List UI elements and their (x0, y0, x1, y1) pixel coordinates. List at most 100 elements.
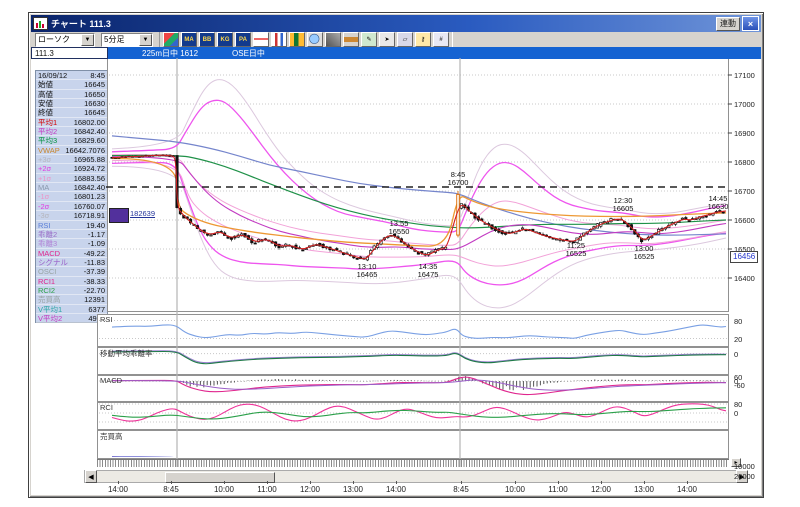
price-time-annotation: 14:35 16475 (417, 262, 439, 279)
close-button[interactable]: × (742, 16, 759, 31)
field-value: -1.09 (87, 239, 105, 249)
field-label: -2σ (38, 201, 50, 211)
time-tick (310, 481, 311, 484)
time-tick (118, 481, 119, 484)
field-label: MA (38, 183, 50, 193)
time-tick (601, 481, 602, 484)
field-value: 16718.91 (73, 211, 105, 221)
timeframe-combobox[interactable]: 5分足 ▼ (101, 32, 153, 47)
bar-chart-icon[interactable] (271, 32, 287, 47)
field-value: -38.33 (83, 276, 105, 286)
macd-axis-tick: 60 (734, 373, 743, 382)
chart-type-combobox[interactable]: ローソク ▼ (35, 32, 95, 47)
horizontal-scrollbar[interactable]: ◀ ▶ (84, 470, 748, 483)
field-label: RSI (38, 220, 51, 230)
data-panel-row: +3σ 16965.88 (36, 155, 107, 165)
price-axis-label: 16600 (734, 216, 755, 225)
market-label: OSE日中 (232, 48, 265, 58)
field-value: 16842.40 (73, 127, 105, 137)
window-title: チャート 111.3 (51, 19, 111, 29)
pencil-icon[interactable]: ✎ (361, 32, 377, 47)
time-axis-label: 14:00 (676, 485, 698, 494)
line-chart-icon[interactable] (253, 32, 269, 47)
field-label: 売買高 (38, 295, 61, 305)
current-price-box: 16456 (730, 251, 759, 263)
scroll-thumb[interactable] (165, 472, 275, 483)
chevron-down-icon[interactable]: ▼ (139, 33, 152, 46)
data-panel-row: -2σ 16760.07 (36, 201, 107, 212)
data-panel-row: 平均3 16829.60 (36, 136, 107, 146)
field-label: -3σ (38, 211, 50, 221)
indicator-icon[interactable] (325, 32, 341, 47)
field-label: 高値 (38, 89, 53, 99)
object-list-icon[interactable] (163, 32, 179, 47)
zoom-icon[interactable] (307, 32, 323, 47)
time-tick (353, 481, 354, 484)
field-value: 16760.07 (73, 201, 105, 211)
field-value: 4924 (88, 314, 105, 322)
time-tick (687, 481, 688, 484)
search-key-icon[interactable]: ⚷ (415, 32, 431, 47)
macd-axis-tick: 0 (734, 377, 739, 386)
data-panel-row: -3σ 16718.91 (36, 211, 107, 221)
chevron-down-icon[interactable]: ▼ (81, 33, 94, 46)
keisen-icon[interactable]: KG (217, 32, 233, 47)
time-axis-label: 8:45 (163, 485, 179, 494)
price-time-annotation: 13:55 16550 (388, 219, 410, 236)
field-label: 終値 (38, 108, 53, 118)
rci-panel (97, 402, 729, 430)
time-axis-label: 11:00 (548, 485, 568, 494)
price-axis-label: 17100 (734, 71, 755, 80)
mini-scroll-right-button[interactable]: ▸ (731, 458, 741, 467)
flag-icon[interactable] (343, 32, 359, 47)
bollinger-icon[interactable]: BB (199, 32, 215, 47)
scroll-left-button[interactable]: ◀ (85, 470, 97, 483)
scroll-right-button[interactable]: ▶ (736, 470, 748, 483)
field-value: 19.40 (86, 220, 105, 230)
rsi-axis-tick: 80 (734, 317, 743, 326)
data-panel-row: 売買高 12391 (36, 295, 107, 305)
ma-settings-icon[interactable]: MA (181, 32, 197, 47)
data-panel-row: 安値 16630 (36, 99, 107, 109)
field-label: VWAP (38, 145, 60, 155)
data-panel-row: MA 16842.40 (36, 183, 107, 193)
app-icon (33, 17, 48, 30)
volume-marker-box (109, 208, 129, 223)
time-tick (461, 481, 462, 484)
field-label: +3σ (38, 155, 52, 165)
data-panel-row: V平均1 6377 (36, 305, 107, 314)
time-tick (515, 481, 516, 484)
rci-axis-tick: 80 (734, 400, 743, 409)
price-time-annotation: 11:25 16525 (565, 241, 587, 258)
pointer-icon[interactable]: ➤ (379, 32, 395, 47)
field-value: -37.39 (83, 267, 105, 277)
eraser-icon[interactable]: ▱ (397, 32, 413, 47)
rsi-axis-tick: 20 (734, 335, 743, 344)
field-label: V平均1 (38, 304, 63, 314)
field-value: 16924.72 (73, 164, 105, 174)
price-axis-label: 17000 (734, 100, 755, 109)
toolbar: ローソク ▼ 5分足 ▼ MA BB KG PA ✎ ➤ ▱ ⚷ # (31, 32, 761, 47)
price-time-annotation: 13:00 16525 (633, 244, 655, 261)
data-panel: 16/09/12 8:45 始値 16645 高値 16650 安値 16630 終値 16645… (35, 70, 108, 324)
price-axis-label: 16700 (734, 187, 755, 196)
field-value: 16965.88 (73, 155, 105, 165)
time-tick (396, 481, 397, 484)
candle-chart-icon[interactable] (289, 32, 305, 47)
rsi-panel-label: RSI (100, 315, 113, 324)
time-axis-label: 13:00 (633, 485, 655, 494)
time-axis-label: 11:00 (257, 485, 277, 494)
field-label: 安値 (38, 99, 53, 109)
field-label: 乖離3 (38, 239, 58, 249)
grid-icon[interactable]: # (433, 32, 449, 47)
field-label: -1σ (38, 192, 50, 202)
field-value: -11.83 (84, 257, 105, 267)
data-panel-row: +2σ 16924.72 (36, 164, 107, 174)
macd-panel (97, 375, 729, 402)
kairi-panel-label: 移動平均乖離率 (100, 349, 153, 358)
data-panel-row: -1σ 16801.23 (36, 192, 107, 202)
symbol-input[interactable]: 111.3 (31, 47, 108, 59)
linked-button[interactable]: 連動 (716, 16, 740, 31)
parabolic-icon[interactable]: PA (235, 32, 251, 47)
